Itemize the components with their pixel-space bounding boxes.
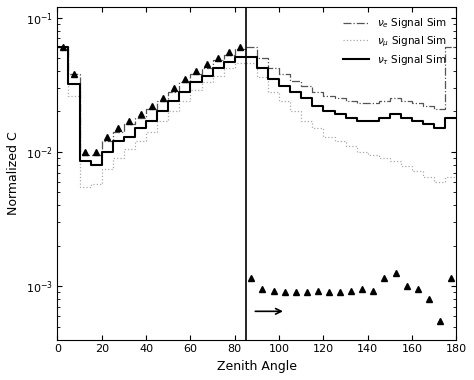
Legend: $\nu_e$ Signal Sim, $\nu_\mu$ Signal Sim, $\nu_\tau$ Signal Sim: $\nu_e$ Signal Sim, $\nu_\mu$ Signal Sim… <box>338 12 451 71</box>
X-axis label: Zenith Angle: Zenith Angle <box>217 360 297 373</box>
Y-axis label: Normalized C: Normalized C <box>7 131 20 215</box>
